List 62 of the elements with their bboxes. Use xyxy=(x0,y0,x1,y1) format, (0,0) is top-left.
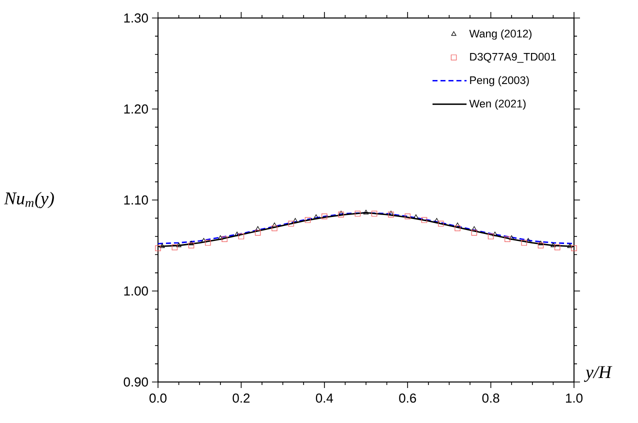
x-tick-label: 0.8 xyxy=(482,394,500,403)
point xyxy=(292,218,298,223)
point xyxy=(509,235,514,240)
point xyxy=(488,234,494,240)
point xyxy=(454,225,460,232)
point xyxy=(272,222,278,228)
x-tick-label: 1.0 xyxy=(566,394,583,403)
point xyxy=(413,214,418,219)
legend-label: Wang (2012) xyxy=(469,29,532,40)
legend-label: Peng (2003) xyxy=(470,76,529,86)
point xyxy=(538,240,544,246)
point xyxy=(472,226,477,231)
legend-label: D3Q77A9_TD001 xyxy=(470,52,556,63)
point xyxy=(255,226,260,231)
point xyxy=(354,210,361,217)
point xyxy=(188,242,194,248)
point xyxy=(176,242,182,248)
y-tick-label: 1.20 xyxy=(124,104,148,114)
point xyxy=(404,213,410,220)
point xyxy=(421,217,428,223)
point xyxy=(571,245,577,252)
y-tick-label: 1.30 xyxy=(124,13,148,23)
x-tick-label: 0.4 xyxy=(316,394,334,403)
point xyxy=(160,244,165,248)
point xyxy=(438,220,444,227)
point xyxy=(434,218,440,223)
point xyxy=(304,217,311,223)
point xyxy=(201,238,206,243)
x-tick-label: 0.0 xyxy=(150,394,167,403)
point xyxy=(363,210,369,214)
legend-label: Wen (2021) xyxy=(469,99,526,110)
y-axis-title: Nu$_{m}$(y) xyxy=(4,192,54,208)
point xyxy=(504,236,510,242)
point xyxy=(314,214,319,219)
point xyxy=(554,244,560,250)
point xyxy=(322,213,328,220)
point xyxy=(526,238,531,243)
x-tick-label: 0.6 xyxy=(399,394,416,403)
point xyxy=(234,232,240,236)
point xyxy=(172,244,178,250)
point xyxy=(371,210,378,217)
point xyxy=(567,244,572,248)
point xyxy=(155,245,161,252)
point xyxy=(238,234,244,240)
point xyxy=(471,230,478,236)
point xyxy=(492,232,498,236)
point xyxy=(521,240,527,246)
point xyxy=(272,225,278,232)
x-axis-title: y/H xyxy=(584,366,612,382)
y-tick-label: 0.90 xyxy=(124,377,148,387)
point xyxy=(288,220,294,227)
y-tick-label: 1.10 xyxy=(124,195,148,205)
point xyxy=(550,242,556,248)
point xyxy=(188,240,194,246)
point xyxy=(222,236,228,242)
y-tick-label: 1.00 xyxy=(124,286,148,296)
point xyxy=(454,222,460,228)
point xyxy=(254,230,261,236)
point xyxy=(205,240,211,246)
x-tick-label: 0.2 xyxy=(232,394,250,403)
point xyxy=(218,235,223,240)
point xyxy=(538,242,544,248)
